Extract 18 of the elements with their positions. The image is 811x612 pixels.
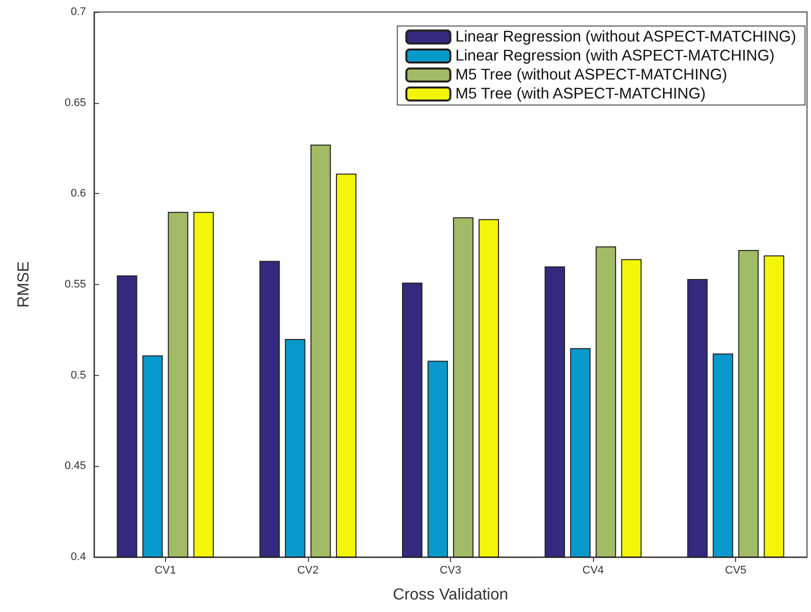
legend-label: M5 Tree (with ASPECT-MATCHING): [455, 86, 706, 102]
x-tick-label: CV2: [297, 564, 319, 576]
legend-label: M5 Tree (without ASPECT-MATCHING): [455, 66, 728, 84]
legend-label: Linear Regression (without ASPECT-MATCHING): [455, 28, 796, 46]
x-tick-label: CV5: [724, 564, 746, 576]
x-tick-label: CV1: [154, 564, 176, 576]
y-tick-label: 0.55: [64, 278, 86, 290]
legend-label: Linear Regression (with ASPECT-MATCHING): [455, 48, 775, 64]
x-tick-label: CV4: [582, 564, 604, 576]
y-tick-label: 0.6: [70, 188, 86, 200]
y-tick-label: 0.45: [64, 460, 86, 472]
y-tick-label: 0.4: [70, 551, 86, 563]
y-tick-label: 0.5: [70, 369, 86, 382]
y-tick-label: 0.65: [64, 96, 86, 109]
y-tick-label: 0.7: [70, 6, 86, 18]
x-axis-title: Cross Validation: [392, 586, 508, 604]
y-axis-title: RMSE: [16, 261, 32, 308]
x-tick-label: CV3: [440, 564, 462, 576]
